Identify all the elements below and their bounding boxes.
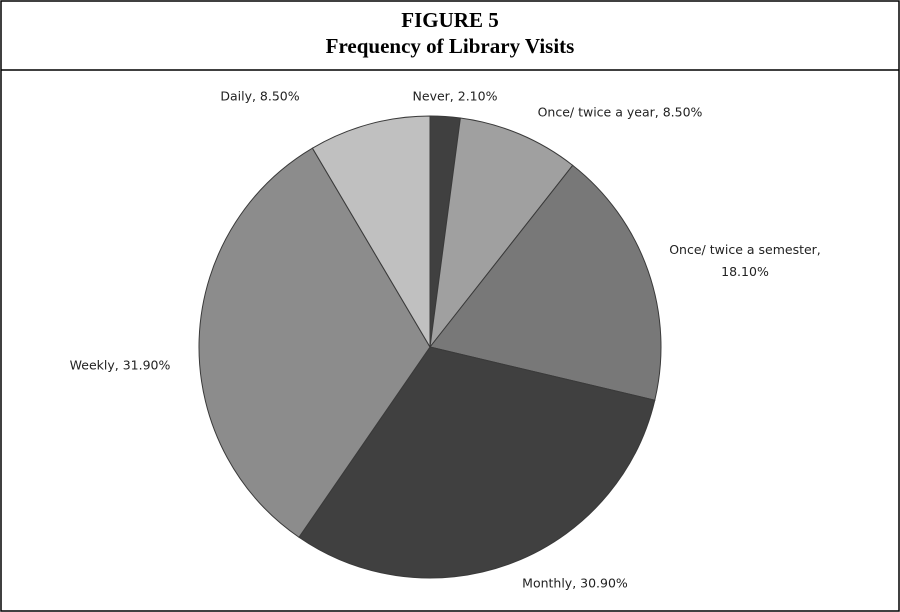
data-label: Daily, 8.50% bbox=[220, 89, 299, 104]
data-label: Once/ twice a year, 8.50% bbox=[538, 105, 703, 120]
pie-slice bbox=[298, 346, 656, 579]
data-label: Weekly, 31.90% bbox=[70, 358, 171, 373]
data-label: Never, 2.10% bbox=[413, 89, 498, 104]
data-label: Monthly, 30.90% bbox=[522, 576, 628, 591]
pie-slice bbox=[429, 117, 574, 349]
data-label: Once/ twice a semester, 18.10% bbox=[669, 242, 821, 279]
data-label-line: 18.10% bbox=[721, 264, 769, 279]
chart-title: FIGURE 5 bbox=[401, 8, 498, 32]
chart-subtitle: Frequency of Library Visits bbox=[326, 34, 575, 58]
data-label-line: Once/ twice a semester, bbox=[669, 242, 821, 257]
pie-slice bbox=[198, 147, 431, 538]
pie-slice bbox=[429, 164, 662, 401]
pie-slice bbox=[311, 115, 431, 349]
